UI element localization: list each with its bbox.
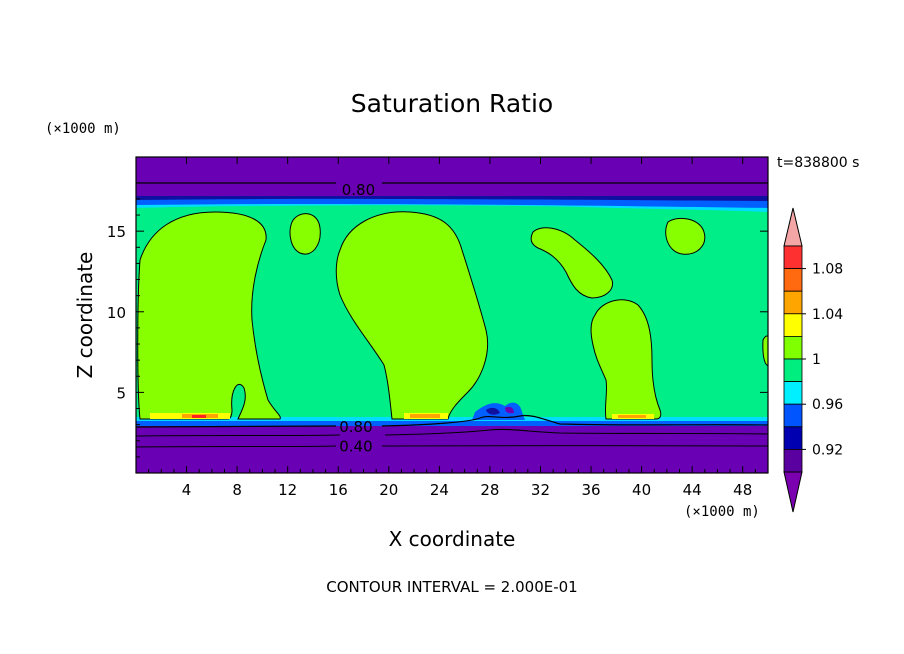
lime-blob-4 bbox=[530, 227, 614, 299]
contour-line-040 bbox=[136, 445, 768, 448]
y-unit-label: (×1000 m) bbox=[45, 121, 121, 137]
x-tick-label: 20 bbox=[379, 481, 398, 499]
lime-blob-6 bbox=[590, 299, 662, 420]
x-axis: 4 8 12 16 20 24 28 32 36 40 44 48 bbox=[148, 157, 756, 499]
x-axis-title: X coordinate bbox=[389, 527, 516, 551]
lime-blob-2 bbox=[289, 213, 321, 255]
contour-label: 0.80 bbox=[342, 181, 375, 199]
colorbar-segment bbox=[783, 448, 803, 473]
time-label: t=838800 s bbox=[777, 155, 859, 171]
lime-blob-5 bbox=[665, 217, 706, 255]
colorbar-label: 1 bbox=[812, 352, 821, 368]
colorbar-segment bbox=[783, 290, 803, 315]
colorbar-segment bbox=[783, 358, 803, 383]
y-tick-label: 10 bbox=[107, 304, 126, 322]
colorbar-segment bbox=[783, 245, 803, 270]
y-tick-label: 15 bbox=[107, 223, 126, 241]
x-tick-label: 48 bbox=[733, 481, 752, 499]
y-axis-title: Z coordinate bbox=[73, 252, 97, 379]
x-unit-label: (×1000 m) bbox=[684, 504, 760, 520]
colorbar-segment bbox=[783, 403, 803, 428]
lime-blob-3 bbox=[335, 211, 489, 420]
x-tick-label: 28 bbox=[480, 481, 499, 499]
colorbar-segment bbox=[783, 335, 803, 360]
lime-blob-7 bbox=[762, 335, 768, 366]
speckle-dark-2 bbox=[505, 406, 514, 414]
contour-line-080 bbox=[136, 414, 768, 428]
contour-labels: 0.80 0.80 0.40 bbox=[339, 181, 375, 455]
x-tick-label: 36 bbox=[581, 481, 600, 499]
x-tick-label: 8 bbox=[232, 481, 242, 499]
colorbar-segment bbox=[783, 426, 803, 450]
contour-label: 0.40 bbox=[339, 438, 372, 456]
colorbar-under-arrow bbox=[783, 471, 803, 513]
speckle-dark-1 bbox=[486, 407, 500, 415]
x-tick-label: 16 bbox=[329, 481, 348, 499]
x-tick-label: 4 bbox=[182, 481, 192, 499]
colorbar-label: 0.96 bbox=[812, 397, 843, 413]
x-tick-label: 44 bbox=[683, 481, 702, 499]
chart-title: Saturation Ratio bbox=[351, 89, 553, 118]
x-tick-label: 40 bbox=[632, 481, 651, 499]
orange-patch-3 bbox=[618, 415, 646, 418]
colorbar-label: 0.92 bbox=[812, 442, 843, 458]
contour-line-060 bbox=[136, 428, 768, 437]
contour-label: 0.80 bbox=[339, 418, 372, 436]
colorbar: 1.08 1.04 1 0.96 0.92 bbox=[783, 207, 843, 513]
colorbar-label: 1.04 bbox=[812, 307, 843, 323]
y-tick-label: 5 bbox=[116, 384, 126, 402]
orange-patch-2 bbox=[410, 414, 440, 418]
colorbar-over-arrow bbox=[783, 207, 803, 247]
colorbar-segment bbox=[783, 268, 803, 292]
x-tick-label: 12 bbox=[278, 481, 297, 499]
plot-area bbox=[135, 156, 769, 474]
colorbar-segment bbox=[783, 381, 803, 405]
contour-interval-footer: CONTOUR INTERVAL = 2.000E-01 bbox=[326, 578, 577, 596]
x-tick-label: 32 bbox=[531, 481, 550, 499]
x-tick-label: 24 bbox=[430, 481, 449, 499]
y-axis: 5 10 15 bbox=[107, 182, 768, 458]
red-patch-1 bbox=[192, 415, 206, 418]
colorbar-label: 1.08 bbox=[812, 262, 843, 278]
colorbar-segment bbox=[783, 313, 803, 337]
